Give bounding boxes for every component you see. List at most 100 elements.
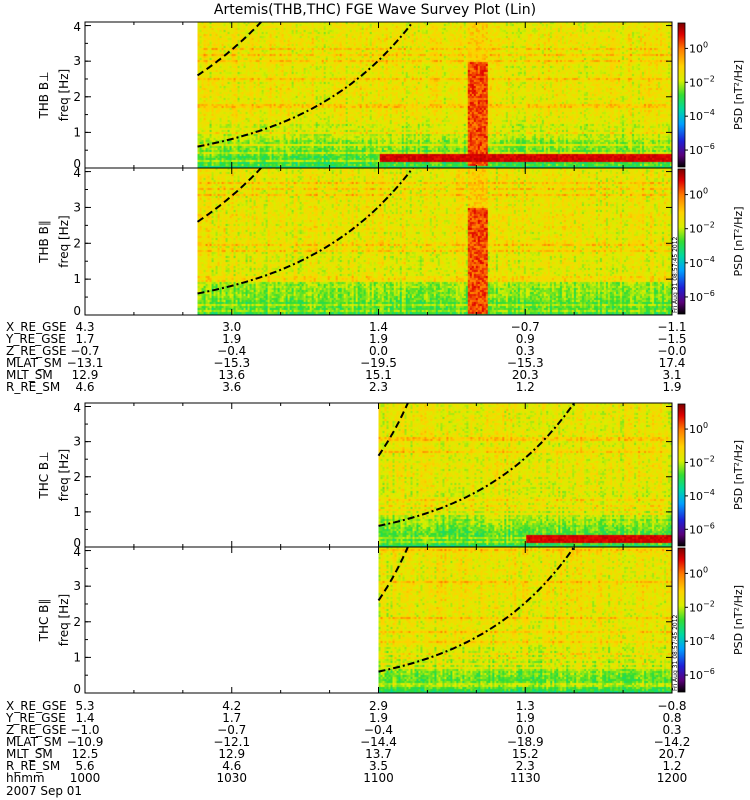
panel-2: 0 1 2 3 4 THB B∥ freq [Hz] 100 10−2 10−4 10−6 PSD [… — [37, 166, 745, 318]
ephemeris-value: 17.4 — [659, 356, 686, 370]
y-tick-label: 1 — [73, 505, 81, 519]
colorbar-tick-label: 10−6 — [689, 521, 715, 536]
ephemeris-value: 4.3 — [75, 320, 94, 334]
ephemeris-value: 1.2 — [662, 759, 681, 773]
ephemeris-value: −14.4 — [360, 735, 397, 749]
ephemeris-row-label: Z_RE_GSE — [6, 344, 67, 358]
generation-stamp: Fri Aug 31 08:57:45 2012 — [672, 614, 679, 691]
y-tick-label: 2 — [73, 615, 81, 629]
ephemeris-row-label: hhmm — [6, 771, 45, 785]
model-curve-1 — [196, 21, 262, 77]
ephemeris-value: −15.3 — [507, 356, 544, 370]
ephemeris-value: 0.0 — [369, 344, 388, 358]
ephemeris-value: −0.7 — [511, 320, 540, 334]
ephemeris-value: 1.3 — [516, 699, 535, 713]
colorbar-tick-label: 10−6 — [689, 142, 715, 157]
panel-ylabel: THC B∥ — [37, 599, 51, 643]
y-tick-label: 0 — [73, 682, 81, 696]
ephemeris-value: −0.4 — [217, 344, 246, 358]
ephemeris-value: 3.0 — [222, 320, 241, 334]
colorbar-tick-label: 10−2 — [689, 74, 715, 89]
ephemeris-value: 5.6 — [75, 759, 94, 773]
ephemeris-value: −0.7 — [70, 344, 99, 358]
ephemeris-value: 1.9 — [369, 332, 388, 346]
ephemeris-value: 1.9 — [369, 711, 388, 725]
ephemeris-value: 1000 — [70, 771, 101, 785]
ephemeris-value: 1030 — [216, 771, 247, 785]
ephemeris-value: −10.9 — [67, 735, 104, 749]
ephemeris-row-label: Z_RE_GSE — [6, 723, 67, 737]
ephemeris-value: −13.1 — [67, 356, 104, 370]
freq-axis-label: freq [Hz] — [57, 215, 71, 267]
ephemeris-tables: X_RE_GSE 4.3 3.0 1.4 −0.7 −1.1Y_RE_GSE 1.7 1.9 1… — [5, 320, 690, 785]
ephemeris-value: 12.5 — [72, 747, 99, 761]
colorbar-tick-label: 10−4 — [689, 255, 715, 270]
colorbar-tick-label: 10−6 — [689, 289, 715, 304]
ephemeris-value: −14.2 — [654, 735, 691, 749]
colorbar-tick-label: 10−4 — [689, 633, 715, 648]
y-tick-label: 0 — [73, 536, 81, 550]
ephemeris-value: 0.3 — [662, 723, 681, 737]
model-curve-2 — [197, 21, 414, 148]
colorbar-label: PSD [nT²/Hz] — [732, 60, 745, 130]
colorbar-tick-label: 10−2 — [689, 454, 715, 469]
colorbar-label: PSD [nT²/Hz] — [732, 585, 745, 655]
colorbar-tick-label: 100 — [689, 565, 708, 580]
ephemeris-value: 2.3 — [369, 380, 388, 394]
ephemeris-value: 1.7 — [222, 711, 241, 725]
colorbar-tick-label: 100 — [689, 187, 708, 202]
colorbar-tick-label: 10−4 — [689, 108, 715, 123]
ephemeris-value: 0.9 — [516, 332, 535, 346]
model-curve-1 — [377, 546, 409, 601]
ephemeris-value: −1.0 — [70, 723, 99, 737]
ephemeris-value: 20.7 — [659, 747, 686, 761]
colorbar — [677, 403, 686, 547]
colorbar — [677, 547, 686, 693]
colorbar-label: PSD [nT²/Hz] — [732, 440, 745, 510]
ephemeris-value: 3.5 — [369, 759, 388, 773]
ephemeris-value: 4.6 — [222, 759, 241, 773]
ephemeris-value: −1.1 — [657, 320, 686, 334]
ephemeris-value: 2.9 — [369, 699, 388, 713]
ephemeris-row-label: X_RE_GSE — [6, 320, 67, 334]
ephemeris-value: 15.2 — [512, 747, 539, 761]
ephemeris-table-2: X_RE_GSE 5.3 4.2 2.9 1.3 −0.8 Y_RE_GSE 1.4 1.7 1.… — [5, 699, 690, 785]
y-tick-label: 2 — [73, 90, 81, 104]
generation-stamp: Fri Aug 31 08:57:45 2012 — [672, 236, 679, 313]
colorbar-label: PSD [nT²/Hz] — [732, 206, 745, 276]
panel-ylabel: THB B⊥ — [37, 71, 51, 119]
y-tick-label: 1 — [73, 650, 81, 664]
ephemeris-value: −12.1 — [213, 735, 250, 749]
panel-ylabel: THB B∥ — [37, 220, 51, 264]
ephemeris-value: −0.7 — [217, 723, 246, 737]
colorbar-tick-label: 100 — [689, 421, 708, 436]
ephemeris-row-label: MLT_SM — [6, 747, 53, 761]
y-tick-label: 3 — [73, 579, 81, 593]
ephemeris-value: 12.9 — [72, 368, 99, 382]
ephemeris-value: 0.8 — [662, 711, 681, 725]
ephemeris-value: −1.5 — [657, 332, 686, 346]
ephemeris-value: 1.9 — [662, 380, 681, 394]
panel-ylabel: THC B⊥ — [37, 451, 51, 499]
ephemeris-value: 12.9 — [218, 747, 245, 761]
freq-axis-label: freq [Hz] — [57, 69, 71, 121]
colorbar-tick-label: 10−2 — [689, 221, 715, 236]
ephemeris-value: 1.2 — [516, 380, 535, 394]
y-tick-label: 3 — [73, 435, 81, 449]
ephemeris-value: 0.0 — [516, 723, 535, 737]
figure-title: Artemis(THB,THC) FGE Wave Survey Plot (L… — [214, 2, 536, 18]
freq-axis-label: freq [Hz] — [57, 449, 71, 501]
y-tick-label: 0 — [73, 304, 81, 318]
ephemeris-value: 13.6 — [218, 368, 245, 382]
ephemeris-row-label: MLT_SM — [6, 368, 53, 382]
ephemeris-value: 1130 — [510, 771, 541, 785]
colorbar — [677, 22, 686, 168]
ephemeris-row-label: MLAT_SM — [6, 735, 62, 749]
ephemeris-value: 3.1 — [662, 368, 681, 382]
ephemeris-value: 1.7 — [75, 332, 94, 346]
y-tick-label: 0 — [73, 157, 81, 171]
spectrogram-image — [378, 547, 672, 693]
ephemeris-value: 4.2 — [222, 699, 241, 713]
